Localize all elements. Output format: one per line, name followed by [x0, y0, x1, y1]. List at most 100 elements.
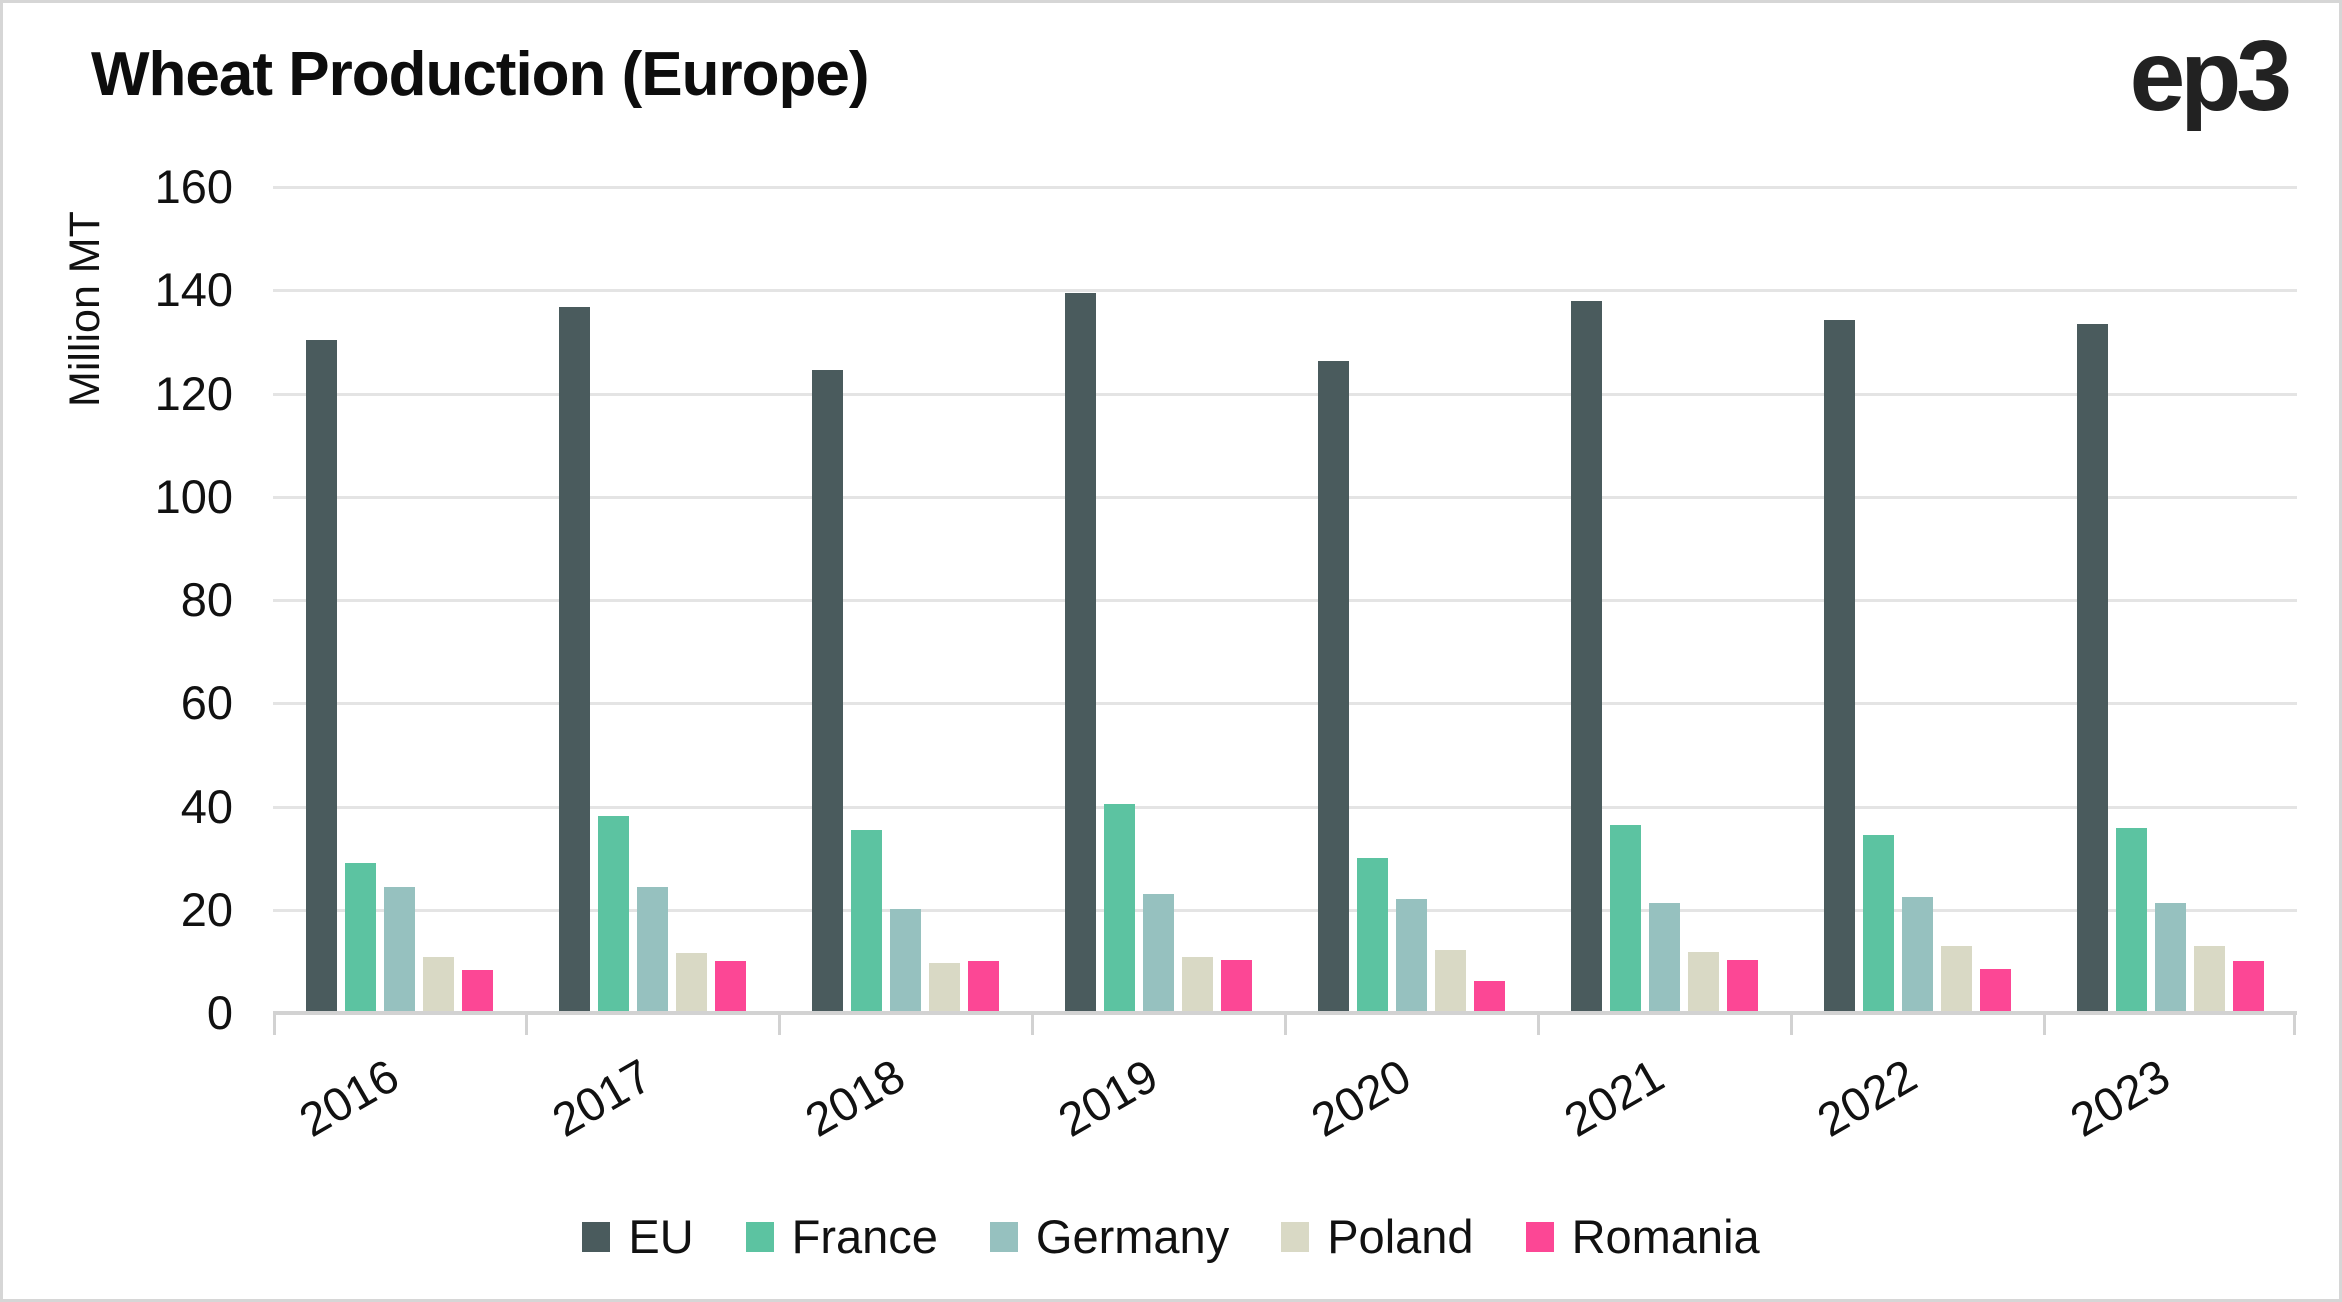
- bar-france-2021: [1610, 824, 1641, 1013]
- y-tick-label: 40: [180, 779, 233, 833]
- bar-group-2022: [1791, 187, 2044, 1013]
- bar-germany-2018: [890, 909, 921, 1013]
- bar-poland-2016: [423, 957, 454, 1013]
- legend-swatch-germany: [989, 1221, 1018, 1252]
- bar-france-2023: [2116, 828, 2147, 1013]
- x-tick-label-2020: 2020: [1301, 1048, 1419, 1147]
- bar-germany-2017: [637, 887, 668, 1013]
- legend-label-germany: Germany: [1035, 1210, 1230, 1263]
- bar-poland-2021: [1688, 952, 1719, 1013]
- legend-item-france: France: [745, 1209, 938, 1264]
- gridline: [273, 805, 2297, 809]
- legend-label-poland: Poland: [1327, 1210, 1474, 1263]
- bar-romania-2020: [1474, 981, 1505, 1013]
- bar-france-2020: [1357, 858, 1388, 1013]
- bar-romania-2019: [1221, 960, 1252, 1013]
- x-axis-tick: [524, 1015, 528, 1035]
- legend-swatch-france: [745, 1221, 774, 1252]
- x-axis-tick: [2042, 1015, 2046, 1035]
- legend-label-eu: EU: [628, 1210, 694, 1263]
- legend-swatch-romania: [1525, 1221, 1554, 1252]
- bar-germany-2023: [2155, 902, 2186, 1013]
- bar-group-2016: [273, 187, 526, 1013]
- bar-france-2022: [1863, 834, 1894, 1013]
- x-tick-label-2017: 2017: [542, 1048, 660, 1147]
- x-tick-label-2018: 2018: [795, 1048, 913, 1147]
- bar-germany-2022: [1902, 897, 1933, 1013]
- bar-group-2021: [1538, 187, 1791, 1013]
- x-axis-tick: [2292, 1015, 2296, 1035]
- bar-poland-2020: [1435, 949, 1466, 1013]
- legend-item-romania: Romania: [1525, 1209, 1760, 1264]
- x-axis-tick: [1030, 1015, 1034, 1035]
- y-tick-label: 140: [154, 263, 233, 317]
- bar-germany-2019: [1143, 894, 1174, 1013]
- y-tick-label: 160: [154, 160, 233, 213]
- legend-item-eu: EU: [582, 1209, 694, 1264]
- brand-logo: ep3: [2129, 20, 2292, 132]
- chart-title: Wheat Production (Europe): [91, 40, 870, 109]
- bar-germany-2016: [384, 887, 415, 1013]
- legend-swatch-eu: [582, 1221, 611, 1252]
- legend-swatch-poland: [1281, 1221, 1310, 1252]
- bar-romania-2022: [1980, 969, 2011, 1013]
- bar-group-2020: [1285, 187, 1538, 1013]
- gridline: [273, 392, 2297, 396]
- bar-romania-2017: [715, 961, 746, 1013]
- bar-poland-2018: [929, 963, 960, 1013]
- x-axis-tick: [1789, 1015, 1793, 1035]
- bar-romania-2016: [462, 969, 493, 1013]
- bar-germany-2020: [1396, 898, 1427, 1013]
- bar-eu-2019: [1065, 293, 1096, 1013]
- bar-poland-2022: [1941, 945, 1972, 1013]
- legend: EU France Germany Poland Romania: [3, 1209, 2339, 1264]
- gridline: [273, 702, 2297, 706]
- bar-france-2017: [598, 816, 629, 1013]
- y-tick-label: 100: [154, 469, 233, 523]
- bar-romania-2021: [1727, 959, 1758, 1013]
- bar-eu-2020: [1318, 360, 1349, 1013]
- bar-france-2018: [851, 830, 882, 1013]
- bar-france-2016: [345, 863, 376, 1013]
- bar-poland-2017: [676, 953, 707, 1013]
- gridline: [273, 908, 2297, 912]
- legend-item-poland: Poland: [1281, 1209, 1474, 1264]
- y-tick-label: 0: [206, 986, 233, 1039]
- bar-eu-2022: [1824, 320, 1855, 1013]
- bar-eu-2016: [306, 340, 337, 1013]
- x-tick-label-2022: 2022: [1807, 1048, 1925, 1147]
- x-tick-label-2016: 2016: [289, 1048, 407, 1147]
- legend-item-germany: Germany: [989, 1209, 1230, 1264]
- bar-group-2019: [1032, 187, 1285, 1013]
- bar-poland-2019: [1182, 956, 1213, 1013]
- x-axis-line: [273, 1011, 2297, 1015]
- y-tick-label: 80: [180, 573, 233, 626]
- x-axis-tick: [777, 1015, 781, 1035]
- bar-romania-2018: [968, 960, 999, 1013]
- bar-eu-2023: [2077, 323, 2108, 1013]
- bar-france-2019: [1104, 804, 1135, 1013]
- gridline: [273, 186, 2297, 189]
- x-tick-label-2021: 2021: [1554, 1048, 1672, 1147]
- bar-group-2017: [526, 187, 779, 1013]
- legend-label-france: France: [791, 1210, 938, 1263]
- x-tick-label-2023: 2023: [2060, 1048, 2178, 1147]
- bar-eu-2021: [1571, 300, 1602, 1013]
- gridline: [273, 289, 2297, 293]
- y-tick-label: 120: [154, 366, 233, 420]
- y-tick-label: 60: [180, 676, 233, 730]
- x-axis-tick: [1536, 1015, 1540, 1035]
- bar-group-2023: [2044, 187, 2297, 1013]
- bar-group-2018: [779, 187, 1032, 1013]
- legend-label-romania: Romania: [1571, 1210, 1760, 1263]
- bar-eu-2017: [559, 307, 590, 1013]
- bar-poland-2023: [2194, 946, 2225, 1013]
- bar-germany-2021: [1649, 903, 1680, 1013]
- plot-area: 2016 2017 2018 2019 2020 2021 2022 2023: [273, 186, 2297, 1147]
- y-tick-label: 20: [180, 882, 233, 936]
- bar-eu-2018: [812, 370, 843, 1013]
- gridline: [273, 495, 2297, 499]
- gridline: [273, 599, 2297, 602]
- x-axis-tick: [1283, 1015, 1287, 1035]
